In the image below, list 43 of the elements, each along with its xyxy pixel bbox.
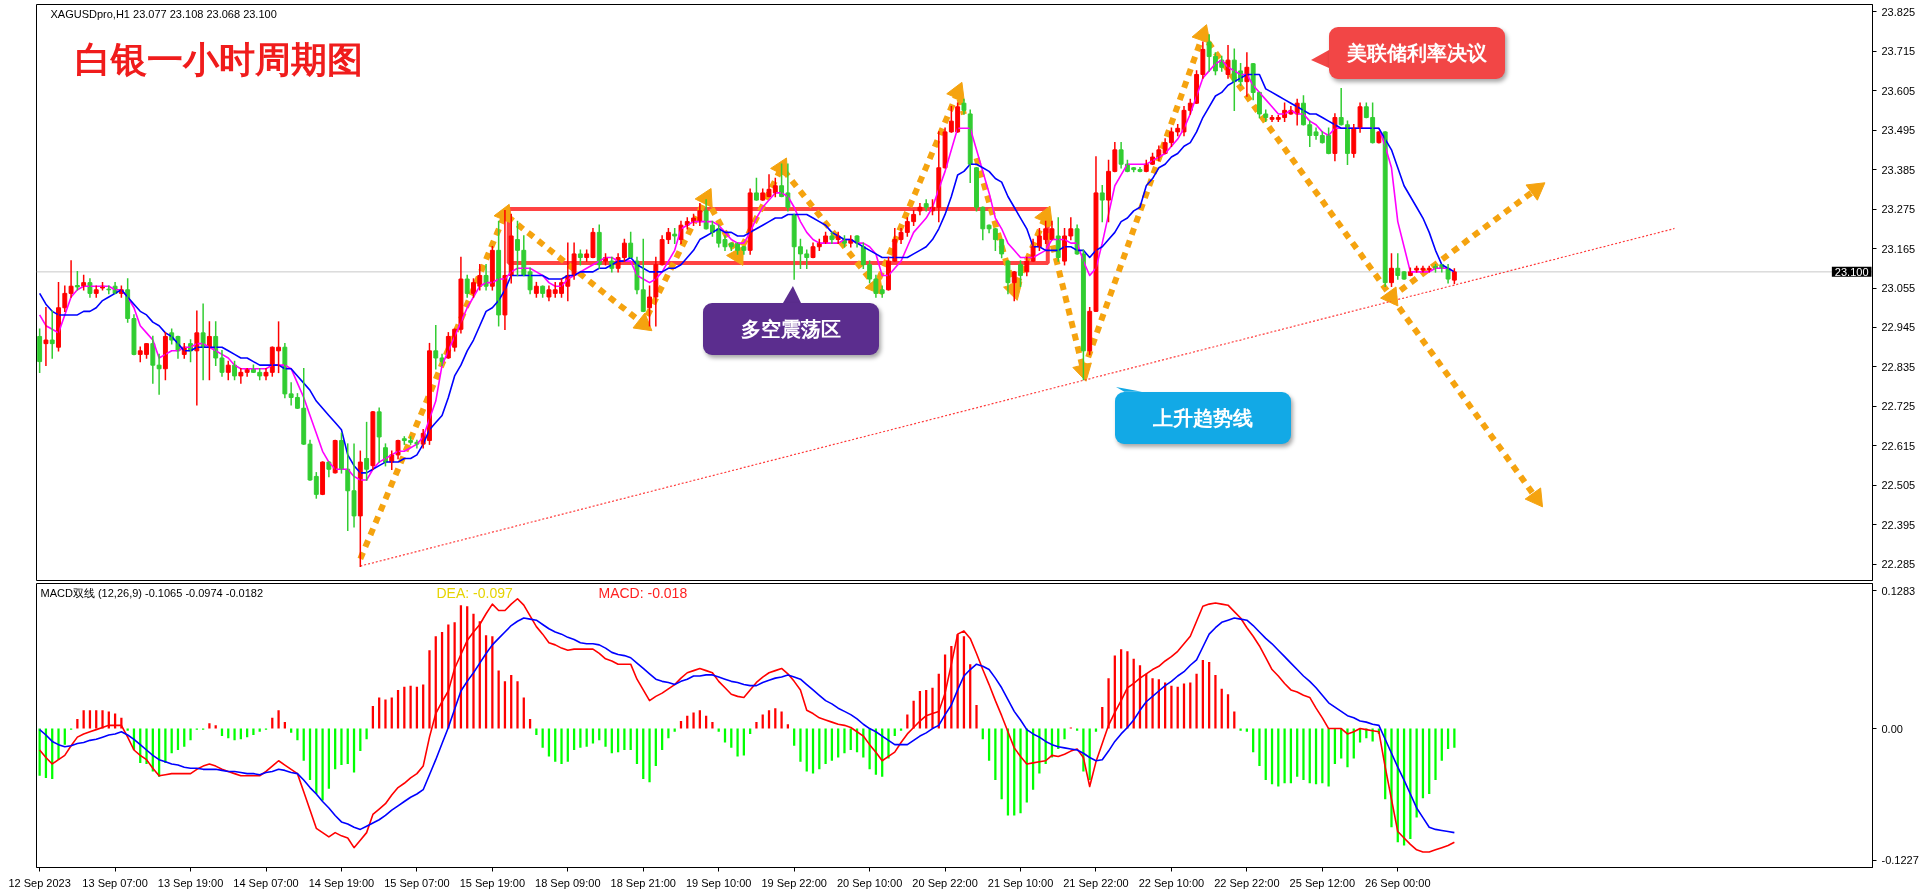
x-tick-label: 13 Sep 07:00: [82, 876, 148, 889]
annotation: DEA: -0.097: [436, 584, 513, 601]
x-tick-label: 22 Sep 10:00: [1138, 876, 1205, 889]
y-tick-label: 23.055: [1881, 282, 1916, 295]
text: 白银一小时周期图: [74, 38, 363, 80]
x-tick-label: 13 Sep 19:00: [157, 876, 224, 889]
x-tick-label: 19 Sep 10:00: [685, 876, 752, 889]
y-tick-label: -0.1227: [1881, 854, 1919, 867]
y-tick-label: 22.285: [1881, 558, 1916, 571]
annotation: XAGUSDpro,H1 23.077 23.108 23.068 23.100: [50, 7, 277, 20]
annotation: MACD: -0.018: [598, 584, 688, 601]
y-tick-label: 22.725: [1881, 400, 1916, 413]
x-tick-label: 21 Sep 10:00: [987, 876, 1054, 889]
y-tick-label: 0.1283: [1881, 584, 1916, 597]
y-tick-label: 22.835: [1881, 360, 1916, 373]
y-tick-label: 23.495: [1881, 124, 1916, 137]
y-tick-label: 23.165: [1881, 242, 1916, 255]
y-tick-label: 23.605: [1881, 84, 1916, 97]
x-tick-label: 19 Sep 22:00: [761, 876, 827, 889]
x-tick-label: 20 Sep 10:00: [836, 876, 903, 889]
x-tick-label: 26 Sep 00:00: [1365, 876, 1431, 889]
y-tick-label: 0.00: [1881, 722, 1903, 735]
y-tick-label: 22.395: [1881, 518, 1916, 531]
y-tick-label: 22.505: [1881, 479, 1916, 492]
annotation: MACD双线 (12,26,9) -0.1065 -0.0974 -0.0182: [40, 586, 264, 599]
y-tick-label: 22.945: [1881, 321, 1916, 334]
y-tick-label: 23.715: [1881, 45, 1916, 58]
x-tick-label: 14 Sep 07:00: [233, 876, 299, 889]
x-tick-label: 12 Sep 2023: [8, 876, 71, 889]
x-tick-label: 21 Sep 22:00: [1063, 876, 1129, 889]
x-tick-label: 14 Sep 19:00: [308, 876, 375, 889]
ref-line-label: 23.100: [1834, 265, 1869, 278]
x-tick-label: 18 Sep 09:00: [535, 876, 601, 889]
y-tick-label: 22.615: [1881, 439, 1916, 452]
y-tick-label: 23.385: [1881, 163, 1916, 176]
x-tick-label: 25 Sep 12:00: [1289, 876, 1356, 889]
y-tick-label: 23.825: [1881, 5, 1916, 18]
x-tick-label: 15 Sep 07:00: [384, 876, 450, 889]
x-tick-label: 22 Sep 22:00: [1214, 876, 1280, 889]
x-tick-label: 15 Sep 19:00: [459, 876, 526, 889]
x-tick-label: 20 Sep 22:00: [912, 876, 978, 889]
x-tick-label: 18 Sep 21:00: [610, 876, 676, 889]
y-tick-label: 23.275: [1881, 203, 1916, 216]
